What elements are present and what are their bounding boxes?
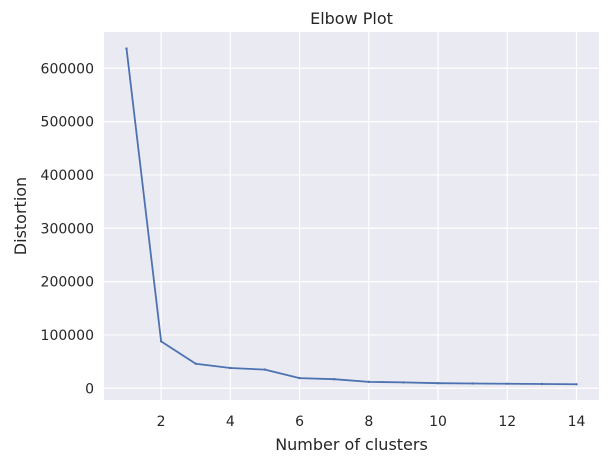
data-point xyxy=(194,362,197,365)
data-point xyxy=(159,340,163,343)
x-tick-label: 10 xyxy=(429,414,447,430)
x-tick-label: 6 xyxy=(295,414,304,430)
chart-title: Elbow Plot xyxy=(310,9,393,28)
y-tick-label: 600000 xyxy=(41,61,94,77)
data-point xyxy=(436,382,440,385)
y-tick-label: 200000 xyxy=(41,275,94,291)
y-tick-label: 100000 xyxy=(41,328,94,344)
x-axis-label: Number of clusters xyxy=(275,435,428,454)
grid-lines xyxy=(104,32,599,400)
data-point xyxy=(402,381,405,384)
data-point xyxy=(125,47,128,50)
data-point xyxy=(540,382,544,386)
y-axis-label: Distortion xyxy=(11,177,30,255)
x-tick-labels: 2 4 6 8 10 12 14 xyxy=(157,414,586,430)
y-tick-label: 0 xyxy=(85,381,94,397)
data-point xyxy=(575,383,578,386)
data-point xyxy=(367,380,371,384)
x-tick-label: 8 xyxy=(364,414,373,430)
data-point xyxy=(263,368,267,371)
series-line xyxy=(125,48,577,386)
data-point xyxy=(229,366,232,370)
data-point xyxy=(471,382,474,385)
y-tick-label: 500000 xyxy=(41,115,94,131)
x-tick-label: 12 xyxy=(498,414,516,430)
y-tick-label: 300000 xyxy=(41,221,94,237)
plot-area xyxy=(104,32,599,400)
y-tick-labels: 0 100000 200000 300000 400000 500000 600000 xyxy=(41,61,94,397)
x-tick-label: 14 xyxy=(568,414,586,430)
y-tick-label: 400000 xyxy=(41,168,94,184)
series-layer xyxy=(125,47,578,386)
data-point xyxy=(298,376,301,380)
x-tick-label: 4 xyxy=(226,414,235,430)
x-tick-label: 2 xyxy=(157,414,166,430)
data-point xyxy=(506,382,509,385)
data-point xyxy=(332,378,336,381)
